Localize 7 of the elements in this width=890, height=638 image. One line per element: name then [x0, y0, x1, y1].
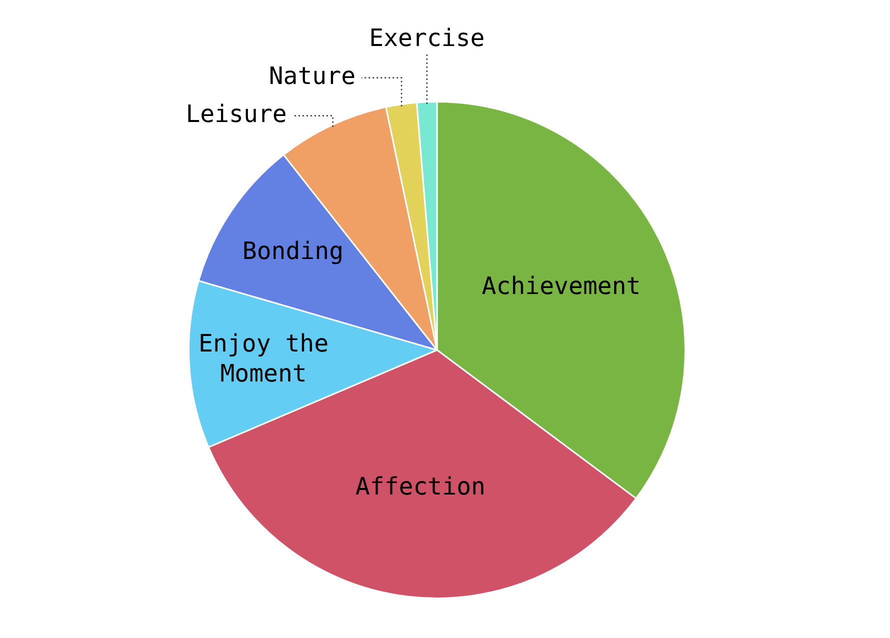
slice-label: Exercise: [369, 24, 485, 52]
slice-label: Nature: [268, 62, 356, 90]
slice-label: Enjoy the Moment: [198, 330, 329, 388]
slice-label: Affection: [355, 472, 486, 500]
slice-label: Leisure: [186, 100, 287, 128]
slice-label: Achievement: [482, 272, 641, 300]
slice-label: Bonding: [242, 237, 344, 266]
